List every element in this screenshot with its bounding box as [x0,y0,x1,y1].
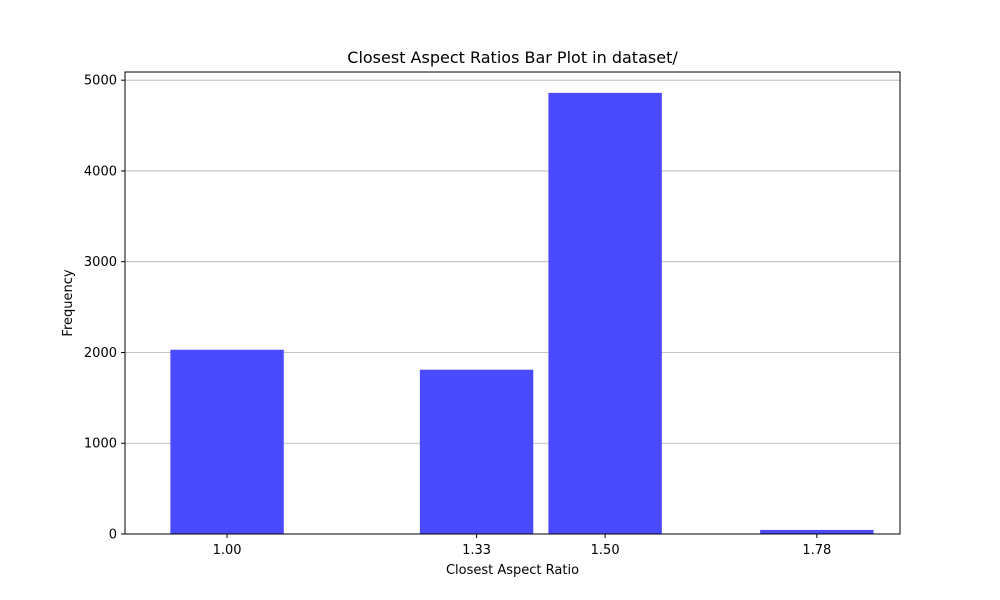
x-tick-label-2: 1.50 [591,543,620,558]
plot-frame [124,71,901,535]
x-tick-label-3: 1.78 [802,543,831,558]
x-tick-label-1: 1.33 [462,543,491,558]
y-tick-label-4: 4000 [84,164,117,179]
y-axis-label: Frequency [61,269,76,336]
bars [170,92,874,535]
y-tick-label-5: 5000 [84,74,117,89]
bar-1.00 [170,349,284,534]
x-axis-label: Closest Aspect Ratio [446,563,579,578]
bar-1.50 [548,92,662,535]
y-tick-label-2: 2000 [84,346,117,361]
x-tick-label-0: 1.00 [213,543,242,558]
y-tick-label-3: 3000 [84,255,117,270]
bar-1.78 [760,529,874,534]
y-tick-label-1: 1000 [84,437,117,452]
y-axis-ticks: 0 1000 2000 3000 4000 5000 [84,74,125,543]
chart-title: Closest Aspect Ratios Bar Plot in datase… [347,48,678,67]
y-tick-label-0: 0 [109,528,117,543]
x-axis-ticks: 1.00 1.33 1.50 1.78 [213,534,831,558]
bar-1.33 [419,369,534,534]
